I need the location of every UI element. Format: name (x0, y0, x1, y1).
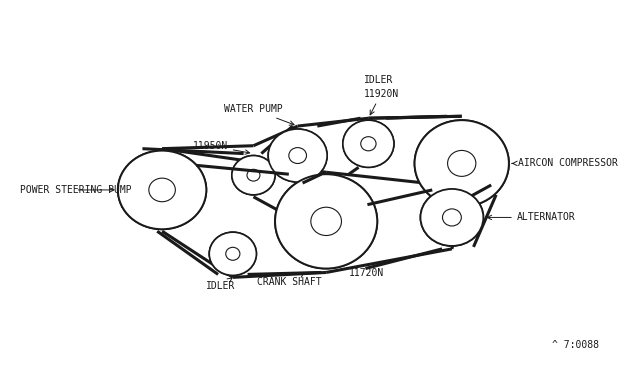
Ellipse shape (275, 174, 377, 269)
Text: CRANK SHAFT: CRANK SHAFT (257, 273, 322, 287)
Ellipse shape (415, 120, 509, 206)
Ellipse shape (420, 189, 483, 246)
Ellipse shape (420, 189, 483, 246)
Text: WATER PUMP: WATER PUMP (224, 105, 294, 125)
Text: 11920N: 11920N (364, 89, 399, 115)
Ellipse shape (268, 129, 327, 182)
Text: IDLER: IDLER (206, 278, 236, 291)
Ellipse shape (275, 174, 377, 269)
Text: POWER STEERING PUMP: POWER STEERING PUMP (20, 185, 131, 195)
Ellipse shape (118, 151, 206, 229)
Ellipse shape (343, 120, 394, 167)
Text: 11950N: 11950N (193, 141, 250, 154)
Ellipse shape (268, 129, 327, 182)
Text: IDLER: IDLER (364, 75, 393, 85)
Ellipse shape (209, 232, 257, 275)
Text: ^ 7:0088: ^ 7:0088 (552, 340, 599, 350)
Ellipse shape (343, 120, 394, 167)
Text: AIRCON COMPRESSOR: AIRCON COMPRESSOR (512, 158, 618, 169)
Ellipse shape (232, 155, 275, 195)
Text: 11720N: 11720N (349, 269, 384, 278)
Ellipse shape (209, 232, 257, 275)
Text: ALTERNATOR: ALTERNATOR (487, 212, 575, 222)
Ellipse shape (415, 120, 509, 206)
Ellipse shape (118, 151, 206, 229)
Ellipse shape (232, 155, 275, 195)
